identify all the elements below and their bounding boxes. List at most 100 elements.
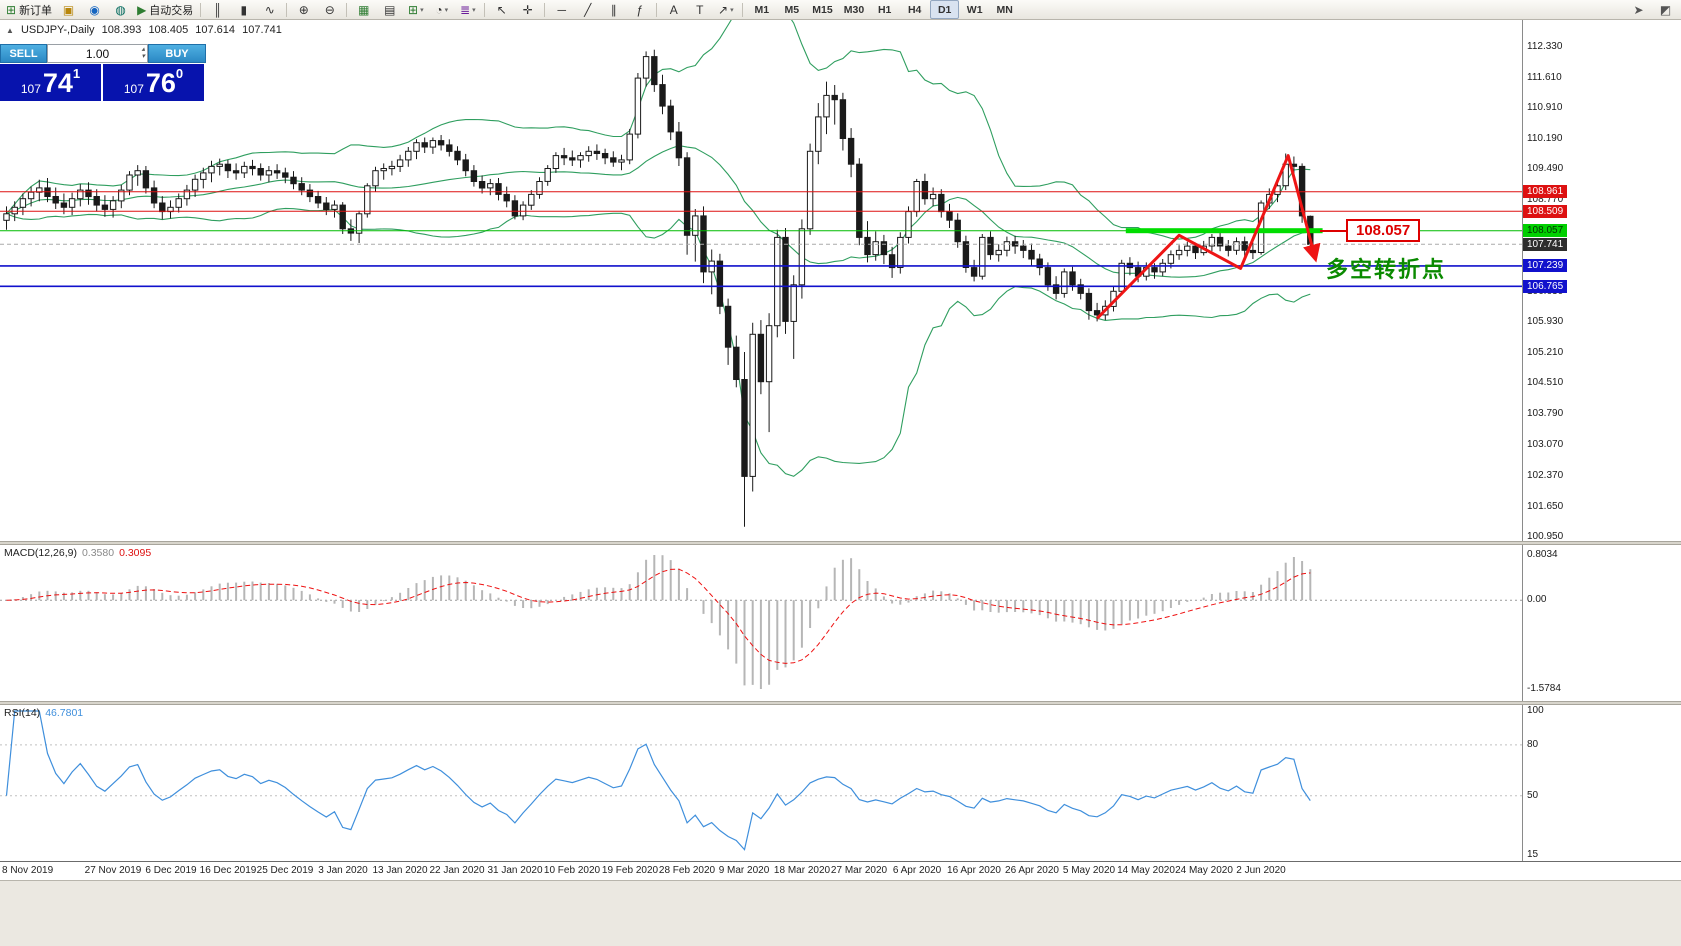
price-axis-label: 108.770 — [1527, 194, 1564, 205]
trend-zigzag-annotation[interactable] — [1096, 154, 1321, 320]
time-axis-label: 5 May 2020 — [1062, 865, 1116, 876]
timeframe-w1-button[interactable]: W1 — [966, 3, 983, 16]
arrange-windows-button[interactable]: ▤ — [377, 0, 402, 19]
timeframe-h1-button[interactable]: H1 — [877, 3, 892, 16]
price-callout-box[interactable]: 108.057 — [1346, 219, 1421, 242]
dropdown-arrow-icon[interactable]: ▾ — [420, 6, 424, 14]
price-tag-107239: 107.239 — [1523, 259, 1568, 272]
volume-spinner[interactable]: ▴ ▾ — [141, 46, 145, 60]
trendline-tool-button[interactable]: ╱ — [575, 0, 600, 19]
turning-point-note[interactable]: 多空转折点 — [1326, 257, 1447, 282]
dropdown-arrow-icon[interactable]: ▾ — [444, 6, 449, 14]
channel-tool-icon: ∥ — [610, 2, 617, 17]
cursor-button[interactable]: ↖ — [489, 0, 514, 19]
arrows-tool-button[interactable]: ↗ ▾ — [713, 0, 738, 19]
time-axis-label: 19 Feb 2020 — [601, 865, 659, 876]
hline-tool-button[interactable]: ─ — [549, 0, 574, 19]
auto-trading-button[interactable]: ▶ 自动交易 — [134, 0, 196, 19]
globe-icon-button[interactable]: ◍ — [108, 0, 133, 19]
crosshair-button[interactable]: ✛ — [515, 0, 540, 19]
price-callout-connector — [1320, 230, 1346, 232]
toolbar-separator — [742, 2, 744, 17]
main-chart-panel: 112.330 111.610 110.910 110.190 109.490 108.7… — [0, 20, 1681, 542]
text-tool-button[interactable]: A — [661, 0, 686, 19]
dropdown-arrow-icon[interactable]: ▾ — [730, 6, 734, 14]
panel-splitter[interactable] — [0, 701, 1681, 705]
horizontal-level-lines[interactable] — [0, 191, 1522, 288]
chart-low: 107.614 — [195, 24, 236, 36]
price-axis-label: 111.610 — [1527, 72, 1562, 83]
time-axis-label: 6 Dec 2019 — [145, 865, 197, 876]
bottom-area — [0, 880, 1681, 946]
rsi-name: RSI(14) — [4, 707, 41, 719]
pointer-icon-button[interactable]: ➤ — [1626, 0, 1651, 19]
panel-splitter[interactable] — [0, 541, 1681, 545]
expert-advisor-icon-button[interactable]: ▣ — [56, 0, 81, 19]
time-axis-label: 28 Feb 2020 — [658, 865, 716, 876]
timeframe-m30-button[interactable]: M30 — [843, 3, 865, 16]
zoom-out-button[interactable]: ⊖ — [317, 0, 342, 19]
text-label-tool-icon: T — [696, 2, 704, 17]
macd-name: MACD(12,26,9) — [4, 547, 77, 559]
channel-tool-button[interactable]: ∥ — [601, 0, 626, 19]
toolbar-separator — [346, 2, 348, 17]
text-label-tool-button[interactable]: T — [687, 0, 712, 19]
timeframe-m5-button[interactable]: M5 — [784, 3, 800, 16]
time-axis-label: 3 Jan 2020 — [318, 865, 368, 876]
price-axis-label: 112.330 — [1527, 41, 1563, 52]
zoom-out-icon: ⊖ — [324, 2, 335, 17]
time-axis-label: 18 Mar 2020 — [773, 865, 831, 876]
support-zone-rect[interactable] — [1125, 228, 1323, 234]
tile-windows-button[interactable]: ▦ — [351, 0, 376, 19]
time-axis-label: 14 May 2020 — [1117, 865, 1175, 876]
volume-input[interactable]: 1.00 ▴ ▾ — [47, 44, 148, 63]
time-axis[interactable]: 8 Nov 2019 27 Nov 2019 6 Dec 2019 16 Dec 20… — [0, 861, 1681, 880]
line-chart-button[interactable]: ∿ — [257, 0, 282, 19]
toolbar-button-label: 自动交易 — [149, 4, 194, 17]
time-axis-label: 8 Nov 2019 — [2, 865, 54, 876]
timeframe-d1-button[interactable]: D1 — [930, 0, 960, 19]
new-chart-icon: ⊞ — [408, 2, 419, 17]
period-button[interactable]: ◔ ▾ — [429, 0, 454, 19]
time-axis-label: 22 Jan 2020 — [429, 865, 485, 876]
price-axis-label: 102.370 — [1527, 470, 1564, 481]
toolbar-right-group: ➤ ◩ — [1626, 0, 1678, 19]
buy-price-button[interactable]: 107 76 0 — [103, 64, 204, 101]
new-chart-button[interactable]: ⊞ ▾ — [403, 0, 428, 19]
dropdown-arrow-icon[interactable]: ▾ — [472, 6, 476, 14]
timeframe-m1-button[interactable]: M1 — [754, 3, 770, 16]
indicators-button[interactable]: ≣ ▾ — [455, 0, 480, 19]
sell-price-button[interactable]: 107 74 1 — [0, 64, 101, 101]
macd-panel: MACD(12,26,9) 0.3580 0.3095 0.8034 0.00 -1.5… — [0, 545, 1681, 701]
spinner-up-icon[interactable]: ▴ — [141, 46, 145, 53]
candle-chart-button[interactable]: ▮ — [231, 0, 256, 19]
buy-price-major: 107 — [123, 82, 144, 96]
macd-histogram — [13, 555, 1312, 689]
timeframe-mn-button[interactable]: MN — [996, 3, 1013, 16]
bar-chart-button[interactable]: ║ — [205, 0, 230, 19]
collapse-triangle-icon[interactable]: ▲ — [6, 26, 14, 35]
arrows-tool-icon: ↗ — [718, 2, 729, 17]
auto-trading-icon: ▶ — [137, 2, 147, 17]
spinner-down-icon[interactable]: ▾ — [141, 53, 145, 60]
toolbar-separator — [286, 2, 288, 17]
price-tag-107741: 107.741 — [1523, 238, 1568, 251]
zoom-in-button[interactable]: ⊕ — [291, 0, 316, 19]
crosshair-icon: ✛ — [522, 2, 533, 17]
macd-label: MACD(12,26,9) 0.3580 0.3095 — [4, 547, 151, 559]
price-axis-border — [1522, 20, 1523, 541]
profile-icon-icon: ◉ — [89, 2, 100, 17]
sell-button[interactable]: SELL — [0, 44, 47, 63]
buy-price-pips: 76 — [145, 67, 176, 98]
profile-icon-button[interactable]: ◉ — [82, 0, 107, 19]
timeframe-h4-button[interactable]: H4 — [907, 3, 922, 16]
macd-signal-value: 0.3095 — [119, 547, 152, 559]
chat-icon-button[interactable]: ◩ — [1653, 0, 1678, 19]
buy-button[interactable]: BUY — [148, 44, 206, 63]
chart-symbol-period: USDJPY-,Daily — [20, 24, 95, 36]
fibonacci-tool-button[interactable]: ƒ — [627, 0, 652, 19]
text-tool-icon: A — [669, 2, 678, 17]
new-order-button[interactable]: ⊞ 新订单 — [3, 0, 55, 19]
timeframe-m15-button[interactable]: M15 — [812, 3, 833, 16]
